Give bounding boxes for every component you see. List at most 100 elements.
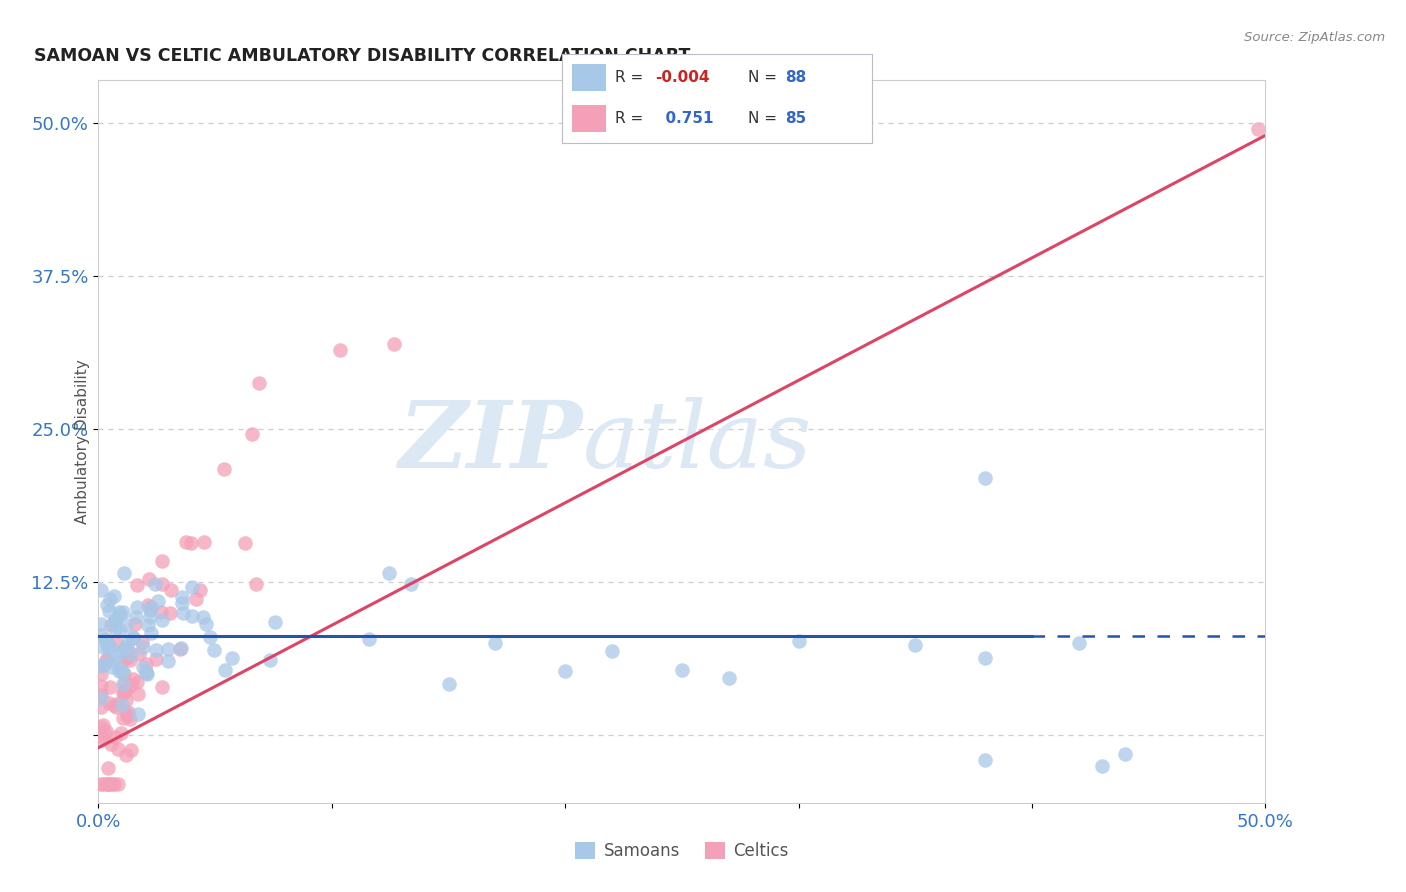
Point [138,617,160,632]
Point [150,680,173,694]
Point [125,675,148,690]
Point [378,566,401,580]
Point [96,636,118,650]
Text: Source: ZipAtlas.com: Source: ZipAtlas.com [1244,31,1385,45]
Point [90,667,112,681]
Point [107,742,129,756]
Point [117,705,139,719]
Point [122,631,145,645]
Point [91,718,114,732]
Point [112,686,135,700]
Point [98,639,121,653]
Point [974,471,997,485]
Point [103,589,125,603]
Point [145,643,167,657]
Point [787,634,810,648]
Point [94,632,117,647]
Point [90,777,112,791]
Point [104,636,127,650]
Point [135,666,157,681]
Point [90,659,112,673]
Point [132,640,155,655]
Point [122,673,145,687]
Point [114,640,136,654]
Text: SAMOAN VS CELTIC AMBULATORY DISABILITY CORRELATION CHART: SAMOAN VS CELTIC AMBULATORY DISABILITY C… [34,47,690,65]
Point [101,777,124,791]
Point [115,683,138,698]
Point [186,591,208,606]
Point [138,603,160,617]
Point [90,679,112,693]
Text: ZIP: ZIP [398,397,582,486]
Text: N =: N = [748,70,782,85]
Point [103,777,125,791]
Point [150,577,173,591]
Point [96,724,118,739]
Point [172,591,194,605]
Text: 85: 85 [785,112,807,126]
Point [112,677,135,691]
Point [117,643,139,657]
Point [122,631,145,645]
Point [136,666,159,681]
Point [181,581,204,595]
Legend: Samoans, Celtics: Samoans, Celtics [568,835,796,867]
Point [717,671,740,685]
Point [103,615,125,630]
Point [104,623,127,637]
Point [100,660,122,674]
Point [111,698,134,712]
Point [149,605,172,619]
Point [112,566,135,580]
Point [359,632,381,646]
Bar [572,64,606,91]
Point [96,653,118,667]
Point [90,628,112,642]
Point [97,641,120,656]
Point [111,605,134,619]
Point [90,729,112,743]
Point [382,337,405,351]
Point [110,660,132,674]
Point [127,706,149,721]
Point [112,683,135,698]
Text: R =: R = [614,70,648,85]
Point [135,665,157,680]
Point [240,426,263,441]
Point [139,609,162,624]
Point [150,613,173,627]
Point [120,743,142,757]
Point [90,688,112,702]
Point [214,663,236,677]
Point [117,650,139,665]
Point [97,761,120,775]
Point [90,721,112,735]
Point [96,598,118,612]
Point [115,747,138,762]
Point [188,583,211,598]
Point [90,700,112,714]
Point [115,709,138,723]
Point [212,462,235,476]
Point [98,592,121,607]
Text: 0.751: 0.751 [655,112,714,126]
Point [194,617,217,632]
Point [132,659,155,673]
Point [127,577,149,591]
Point [118,652,141,666]
Point [1091,759,1114,773]
Text: -0.004: -0.004 [655,70,710,85]
Point [150,554,173,568]
Point [108,662,131,676]
Point [138,601,160,615]
Point [93,725,115,739]
Point [170,640,193,655]
Point [120,647,142,661]
Text: N =: N = [748,112,782,126]
Point [125,609,148,624]
Point [202,643,225,657]
Point [112,685,135,699]
Point [484,636,506,650]
Text: atlas: atlas [582,397,813,486]
Point [110,645,132,659]
